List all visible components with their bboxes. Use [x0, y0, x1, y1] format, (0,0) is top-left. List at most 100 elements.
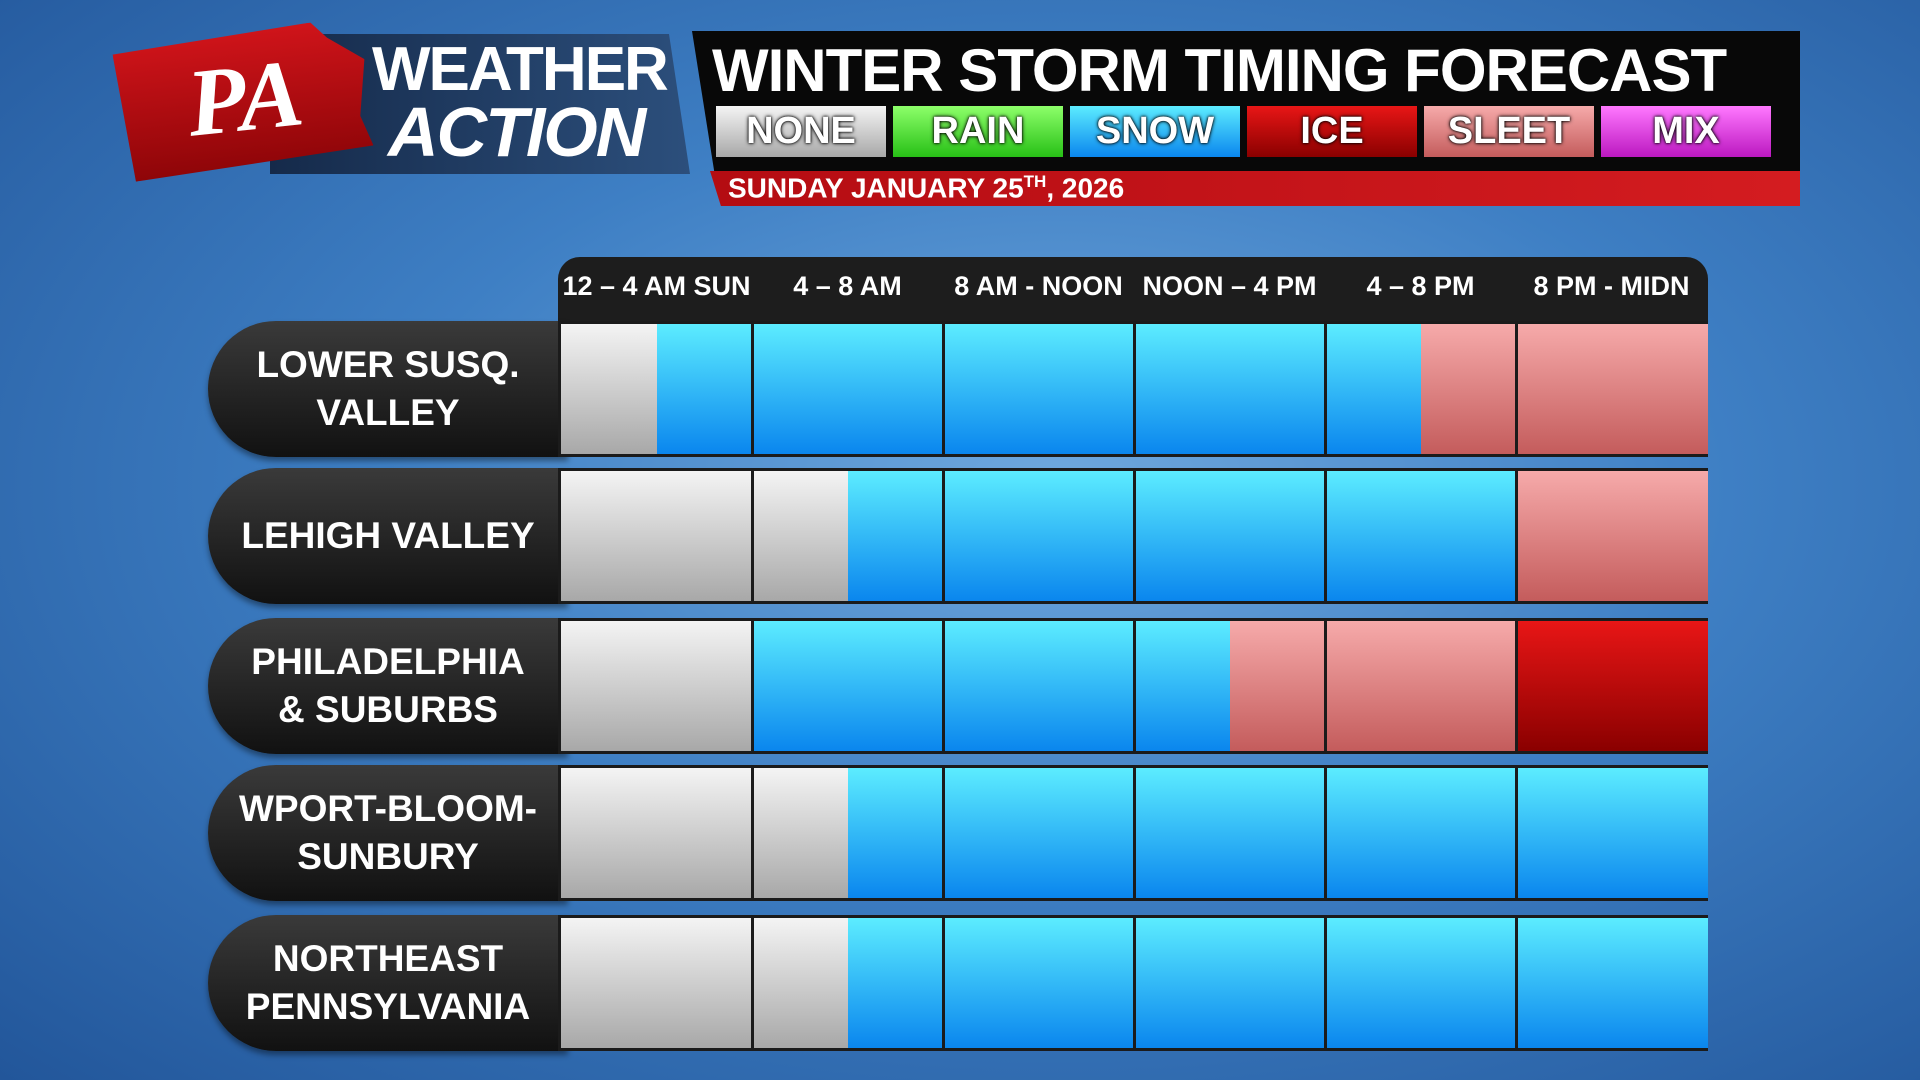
forecast-cell	[1134, 768, 1230, 898]
forecast-cell	[561, 621, 657, 751]
period-label: 8 PM - MIDN	[1533, 271, 1690, 301]
forecast-cell	[1229, 768, 1326, 898]
legend-item: MIX	[1601, 106, 1771, 157]
forecast-cell	[1516, 918, 1612, 1048]
period-label: 4 – 8 AM	[793, 271, 902, 301]
cell-divider	[1132, 915, 1136, 1051]
region-label-line: NORTHEAST	[272, 938, 504, 979]
forecast-cell	[752, 768, 848, 898]
cell-divider	[941, 618, 945, 754]
cell-divider	[1514, 321, 1518, 457]
logo-text: ACTION	[388, 93, 646, 171]
forecast-cell	[1229, 324, 1326, 454]
forecast-cell	[1038, 918, 1135, 1048]
legend-item: RAIN	[893, 106, 1063, 157]
forecast-cell	[1134, 918, 1230, 1048]
forecast-cell	[1516, 768, 1612, 898]
region-label: LEHIGH VALLEY	[208, 468, 568, 604]
date-bar	[710, 171, 1800, 206]
forecast-cell	[943, 768, 1039, 898]
forecast-cell	[1611, 324, 1708, 454]
forecast-cell	[1516, 324, 1612, 454]
forecast-row	[558, 765, 1708, 901]
forecast-row	[558, 915, 1708, 1051]
logo-initials: PA	[181, 38, 309, 157]
cell-divider	[1132, 765, 1136, 901]
title: WINTER STORM TIMING FORECAST	[712, 37, 1727, 104]
forecast-cell	[1611, 471, 1708, 601]
region-label-line: LOWER SUSQ.	[256, 344, 520, 385]
forecast-row	[558, 468, 1708, 604]
cell-divider	[750, 618, 754, 754]
forecast-cell	[1420, 918, 1517, 1048]
forecast-row	[558, 321, 1708, 457]
forecast-cell	[1038, 768, 1135, 898]
period-label: 12 – 4 AM SUN	[562, 271, 751, 301]
forecast-cell	[1516, 471, 1612, 601]
forecast-cell	[561, 324, 657, 454]
forecast-cell	[656, 324, 753, 454]
cell-divider	[1323, 468, 1327, 604]
forecast-cell	[847, 918, 944, 1048]
cell-divider	[1323, 915, 1327, 1051]
region-label-line: PENNSYLVANIA	[245, 986, 531, 1027]
cell-divider	[1323, 618, 1327, 754]
cell-divider	[1514, 618, 1518, 754]
forecast-cell	[752, 324, 848, 454]
region-label-line: SUNBURY	[297, 836, 479, 877]
forecast-cell	[847, 768, 944, 898]
forecast-cell	[1611, 768, 1708, 898]
cell-divider	[1132, 321, 1136, 457]
forecast-cell	[1420, 621, 1517, 751]
period-label: 8 AM - NOON	[954, 271, 1123, 301]
forecast-cell	[1611, 621, 1708, 751]
forecast-cell	[1420, 324, 1517, 454]
forecast-cell	[561, 918, 657, 1048]
legend-item: ICE	[1247, 106, 1417, 157]
forecast-cell	[1038, 621, 1135, 751]
forecast-cell	[1038, 324, 1135, 454]
forecast-cell	[1516, 621, 1612, 751]
region-label: WPORT-BLOOM- SUNBURY	[208, 765, 568, 901]
cell-divider	[1323, 321, 1327, 457]
legend-item: SNOW	[1070, 106, 1240, 157]
cell-divider	[750, 321, 754, 457]
forecast-cell	[1325, 471, 1421, 601]
cell-divider	[1514, 915, 1518, 1051]
logo-text: WEATHER	[372, 35, 669, 104]
region-label-line: PHILADELPHIA	[251, 641, 525, 682]
cell-divider	[941, 468, 945, 604]
region-label: NORTHEAST PENNSYLVANIA	[208, 915, 568, 1051]
forecast-cell	[1134, 621, 1230, 751]
forecast-cell	[752, 621, 848, 751]
cell-divider	[750, 468, 754, 604]
forecast-cell	[656, 621, 753, 751]
forecast-cell	[943, 918, 1039, 1048]
cell-divider	[941, 321, 945, 457]
forecast-cell	[943, 621, 1039, 751]
forecast-cell	[1420, 768, 1517, 898]
date-text: SUNDAY JANUARY 25	[728, 172, 1024, 204]
legend-item: NONE	[716, 106, 886, 157]
cell-divider	[750, 915, 754, 1051]
forecast-cell	[1325, 918, 1421, 1048]
forecast-cell	[847, 621, 944, 751]
forecast-cell	[752, 471, 848, 601]
forecast-cell	[752, 918, 848, 1048]
forecast-cell	[656, 471, 753, 601]
date-suffix: TH	[1023, 172, 1047, 191]
region-label-line: & SUBURBS	[278, 689, 498, 730]
cell-divider	[1514, 468, 1518, 604]
period-label: 4 – 8 PM	[1366, 271, 1475, 301]
forecast-cell	[1134, 471, 1230, 601]
cell-divider	[750, 765, 754, 901]
cell-divider	[1323, 765, 1327, 901]
forecast-cell	[561, 471, 657, 601]
forecast-cell	[656, 768, 753, 898]
region-label-line: VALLEY	[316, 392, 460, 433]
region-label: LOWER SUSQ. VALLEY	[208, 321, 568, 457]
forecast-cell	[1038, 471, 1135, 601]
date-text: , 2026	[1046, 172, 1125, 204]
forecast-cell	[1229, 918, 1326, 1048]
